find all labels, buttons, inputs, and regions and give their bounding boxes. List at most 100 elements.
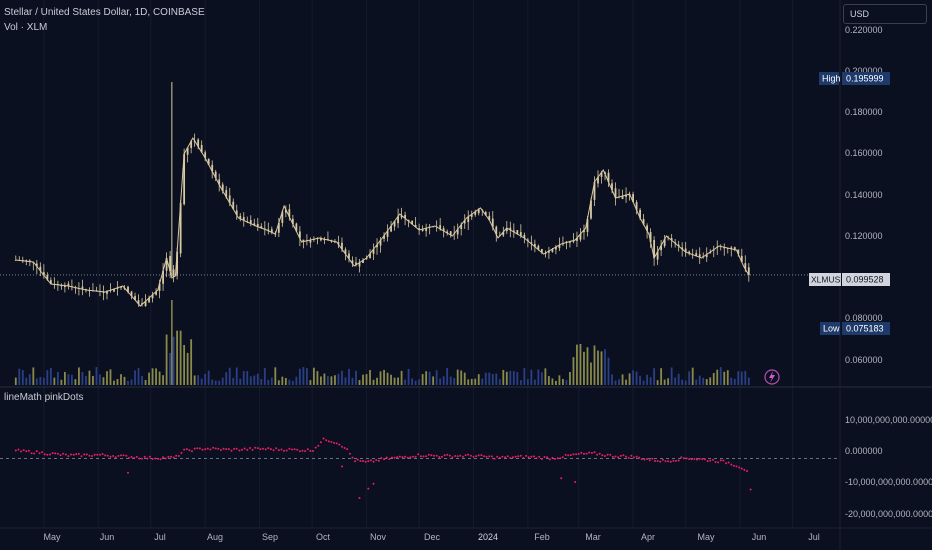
volume-bar — [733, 378, 736, 385]
candle-body — [460, 224, 463, 230]
indicator-dot — [406, 456, 409, 459]
volume-bar — [526, 379, 529, 385]
indicator-dot — [191, 450, 193, 453]
last-value-box — [842, 273, 890, 286]
indicator-dot — [688, 458, 691, 461]
indicator-dot — [14, 449, 17, 452]
indicator-dot — [43, 453, 46, 456]
volume-bar — [460, 370, 463, 385]
candle-body — [337, 242, 340, 245]
time-axis[interactable]: May Jun Jul Aug Sep Oct Nov Dec 2024 Feb… — [43, 532, 819, 542]
volume-bar — [281, 376, 284, 385]
candle-body — [635, 202, 638, 210]
candle-body — [130, 291, 133, 296]
indicator-scale[interactable]: 10,000,000,000.000000 0.000000 -10,000,0… — [845, 415, 932, 519]
price-tick-label: 0.160000 — [845, 148, 883, 158]
candle-body — [583, 230, 585, 233]
indicator-dot — [238, 449, 241, 452]
indicator-outlier-dot — [358, 497, 361, 499]
indicator-dot — [206, 447, 209, 450]
candle-body — [670, 238, 673, 241]
volume-bar — [295, 376, 298, 385]
candle-body — [649, 232, 652, 242]
candle-body — [512, 230, 515, 232]
volume-bar — [130, 379, 133, 385]
indicator-dot — [141, 457, 143, 460]
candle-body — [688, 251, 691, 254]
candle-body — [593, 182, 596, 200]
volume-bar — [305, 368, 308, 385]
volume-bar — [334, 375, 336, 385]
candle-body — [540, 248, 543, 253]
indicator-dot — [638, 456, 641, 459]
time-label: Mar — [585, 532, 601, 542]
lightning-icon[interactable] — [764, 369, 780, 385]
volume-bar — [14, 377, 17, 385]
volume-bar — [127, 380, 129, 385]
indicator-dot — [46, 453, 49, 456]
volume-bar — [327, 376, 329, 385]
high-label: High — [822, 74, 841, 84]
volume-bar — [362, 374, 364, 385]
indicator-dot — [322, 437, 325, 440]
volume-bar — [600, 351, 603, 385]
indicator-dot — [730, 463, 733, 466]
indicator-dot — [572, 453, 575, 456]
indicator-dot — [348, 452, 351, 455]
indicator-dot — [698, 457, 701, 460]
candle-body — [379, 240, 382, 246]
indicator-dot — [569, 454, 572, 457]
indicator-dot — [511, 456, 514, 459]
indicator-dot — [51, 452, 54, 455]
candle-body — [509, 227, 512, 230]
candle-body — [698, 254, 701, 258]
indicator-dot — [222, 447, 225, 450]
indicator-dot — [622, 454, 625, 457]
volume-bar — [586, 347, 589, 385]
price-scale[interactable]: 0.220000 0.200000 0.180000 0.160000 0.14… — [845, 25, 883, 365]
indicator-dot — [661, 458, 664, 461]
indicator-dot — [643, 458, 646, 461]
high-badge: High 0.195999 — [819, 72, 890, 85]
candle-body — [516, 230, 519, 234]
volume-bar — [18, 368, 21, 385]
currency-select[interactable]: USD — [843, 4, 927, 24]
indicator-dot — [306, 448, 309, 451]
indicator-dot — [696, 458, 699, 461]
volume-bar — [330, 376, 333, 385]
volume-bar — [134, 370, 136, 385]
volume-bar — [246, 371, 249, 385]
indicator-dot — [630, 454, 633, 457]
indicator-dot — [380, 457, 383, 459]
indicator-dot — [120, 454, 122, 457]
indicator-dot — [664, 460, 667, 463]
indicator-dot — [30, 452, 33, 455]
candle-body — [446, 231, 449, 233]
indicator-dot — [543, 456, 546, 458]
candle-body — [590, 200, 592, 219]
price-tick-label: 0.060000 — [845, 355, 883, 365]
indicator-dot — [54, 452, 57, 455]
indicator-dot — [504, 456, 507, 459]
indicator-dot — [675, 459, 677, 462]
candle-body — [533, 243, 536, 247]
indicator-dot — [414, 455, 417, 458]
time-label: Feb — [534, 532, 550, 542]
volume-bar — [495, 373, 498, 385]
indicator-dot — [280, 448, 283, 451]
indicator-dot — [341, 445, 343, 448]
candle-body — [183, 154, 186, 205]
indicator-dot — [217, 447, 220, 450]
candle-body — [407, 219, 410, 222]
indicator-dot — [430, 454, 433, 457]
indicator-dot — [412, 455, 414, 458]
indicator-dot — [682, 457, 685, 460]
indicator-dot — [362, 460, 364, 462]
indicator-dot — [451, 456, 454, 459]
low-label: Low — [823, 324, 840, 334]
volume-bar — [681, 379, 684, 385]
volume-bar — [21, 370, 24, 385]
indicator-dot — [417, 453, 420, 456]
